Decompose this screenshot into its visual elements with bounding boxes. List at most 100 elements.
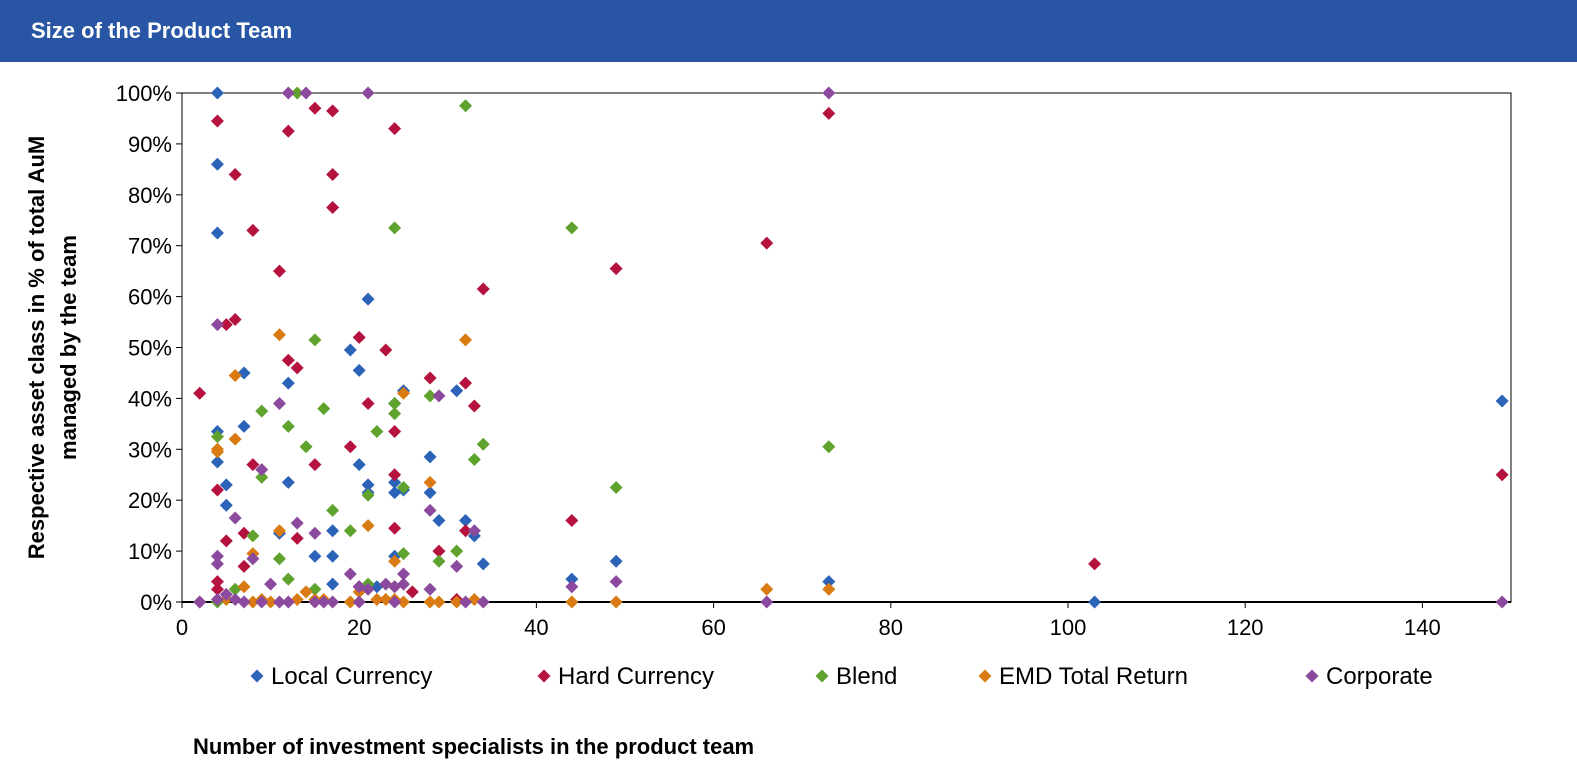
point-blend — [822, 440, 836, 454]
point-hard-currency — [210, 114, 224, 128]
point-corporate — [423, 503, 437, 517]
point-hard-currency — [361, 396, 375, 410]
point-hard-currency — [308, 458, 322, 472]
point-hard-currency — [326, 167, 340, 181]
point-local-currency — [219, 478, 233, 492]
point-hard-currency — [405, 585, 419, 599]
point-corporate — [290, 516, 304, 530]
point-hard-currency — [326, 201, 340, 215]
legend-label-local-currency: Local Currency — [271, 663, 432, 690]
header-bar: Size of the Product Team — [0, 0, 1577, 62]
point-corporate — [822, 86, 836, 100]
point-emd-total-return — [272, 524, 286, 538]
point-emd-total-return — [432, 595, 446, 609]
point-hard-currency — [388, 521, 402, 535]
point-hard-currency — [246, 223, 260, 237]
point-hard-currency — [281, 353, 295, 367]
x-tick-label: 80 — [879, 615, 903, 640]
point-emd-total-return — [264, 595, 278, 609]
point-emd-total-return — [609, 595, 623, 609]
point-corporate — [397, 577, 410, 591]
point-local-currency — [352, 458, 366, 472]
point-corporate — [255, 595, 269, 609]
point-hard-currency — [308, 101, 322, 115]
point-blend — [272, 552, 286, 566]
point-blend — [308, 333, 322, 347]
point-local-currency — [423, 450, 437, 464]
point-corporate — [476, 595, 490, 609]
point-hard-currency — [246, 458, 260, 472]
legend-label-blend: Blend — [836, 663, 897, 690]
point-emd-total-return — [822, 582, 836, 596]
page-title: Size of the Product Team — [31, 18, 293, 43]
point-emd-total-return — [299, 585, 313, 599]
point-corporate — [210, 549, 224, 563]
point-corporate — [423, 582, 437, 596]
point-corporate — [281, 595, 295, 609]
point-local-currency — [281, 475, 295, 489]
point-hard-currency — [1088, 557, 1102, 571]
x-tick-label: 100 — [1050, 615, 1087, 640]
point-local-currency — [237, 419, 251, 433]
point-corporate — [459, 595, 473, 609]
point-blend — [450, 544, 464, 558]
point-corporate — [352, 595, 366, 609]
point-local-currency — [361, 478, 375, 492]
point-local-currency — [565, 572, 579, 586]
y-tick-label: 60% — [128, 285, 172, 310]
y-tick-label: 90% — [128, 132, 172, 157]
point-corporate — [361, 86, 375, 100]
chart-area: 0% 10% 20% 30% 40% 50% 60% 70% 80% 90% 100% 0 20 40 60… — [0, 62, 1577, 767]
y-tick-label: 100% — [116, 81, 172, 106]
legend-marker-local-currency — [250, 669, 264, 683]
point-hard-currency — [388, 424, 402, 438]
point-blend — [397, 480, 410, 494]
point-corporate — [467, 524, 481, 538]
point-emd-total-return — [210, 445, 224, 459]
point-hard-currency — [210, 483, 224, 497]
point-local-currency — [343, 343, 357, 357]
point-corporate — [343, 567, 357, 581]
point-local-currency — [326, 524, 340, 538]
point-blend — [361, 488, 375, 502]
point-emd-total-return — [423, 475, 437, 489]
point-local-currency — [361, 292, 375, 306]
point-local-currency — [326, 577, 340, 591]
y-axis-title: Respective asset class in % of total AuM… — [24, 136, 81, 559]
point-local-currency — [210, 455, 224, 469]
point-hard-currency — [210, 582, 224, 596]
point-local-currency — [459, 514, 473, 528]
point-blend — [326, 503, 340, 517]
point-corporate — [450, 559, 464, 573]
point-hard-currency — [290, 361, 304, 375]
point-blend — [476, 437, 490, 451]
point-corporate — [308, 595, 322, 609]
point-corporate — [272, 595, 286, 609]
point-corporate — [219, 587, 233, 601]
point-blend — [397, 547, 410, 561]
point-local-currency — [210, 157, 224, 171]
point-hard-currency — [290, 531, 304, 545]
x-axis-title: Number of investment specialists in the … — [193, 734, 755, 759]
point-emd-total-return — [397, 595, 410, 609]
point-blend — [343, 524, 357, 538]
point-corporate — [361, 582, 375, 596]
point-local-currency — [308, 549, 322, 563]
y-tick-label: 70% — [128, 234, 172, 259]
point-hard-currency — [467, 399, 481, 413]
point-hard-currency — [219, 318, 233, 332]
scatter-chart: 0% 10% 20% 30% 40% 50% 60% 70% 80% 90% 100% 0 20 40 60… — [24, 81, 1512, 690]
point-hard-currency — [237, 526, 251, 540]
point-local-currency — [388, 475, 402, 489]
point-local-currency — [476, 557, 490, 571]
point-blend — [432, 554, 446, 568]
legend-label-emd-total-return: EMD Total Return — [999, 663, 1188, 690]
legend-label-corporate: Corporate — [1326, 663, 1433, 690]
point-blend — [281, 419, 295, 433]
point-blend — [255, 470, 269, 484]
point-hard-currency — [219, 534, 233, 548]
point-corporate — [210, 557, 224, 571]
point-local-currency — [822, 575, 836, 589]
point-emd-total-return — [228, 432, 242, 446]
point-hard-currency — [352, 330, 366, 344]
